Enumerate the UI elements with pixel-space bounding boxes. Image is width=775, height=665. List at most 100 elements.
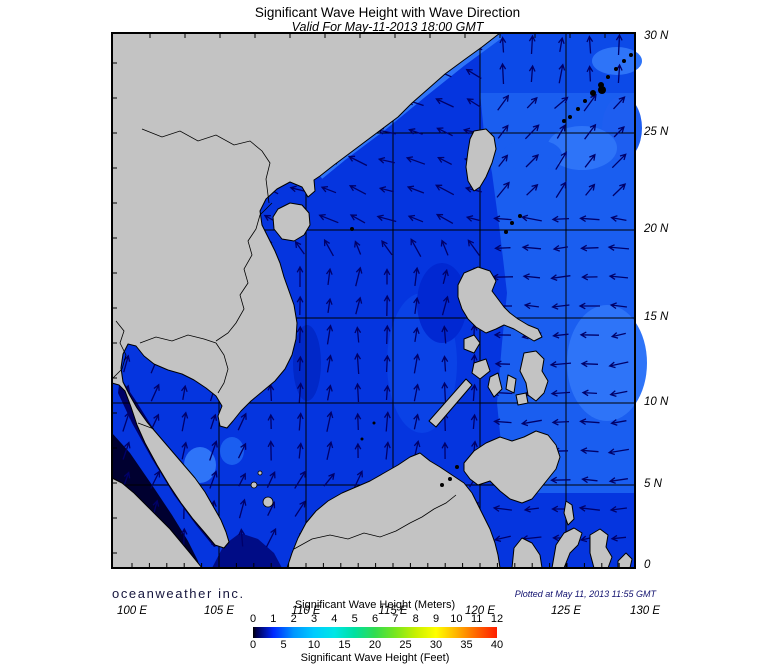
legend-tick-value: 10 [307, 639, 321, 651]
landmass [589, 528, 613, 569]
legend-tick-value: 35 [460, 639, 473, 651]
country-border [111, 320, 127, 380]
islet [250, 481, 258, 489]
wave-height-patch [502, 139, 562, 171]
islet [448, 477, 452, 481]
legend-tick-value: 25 [399, 639, 412, 651]
country-border [137, 422, 155, 430]
wave-height-patch [417, 263, 467, 343]
landmass [471, 358, 491, 380]
lon-tick-label: 105 E [203, 605, 235, 617]
legend-feet-label: Significant Wave Height (Feet) [300, 652, 450, 664]
islet [510, 221, 514, 225]
legend-tick-value: 12 [490, 613, 504, 625]
longitude-axis: 100 E 105 E 110 E 115 E 120 E 125 E 130 E [0, 605, 775, 621]
latitude-axis: 30 N 25 N 20 N 15 N 10 N 5 N 0 [644, 30, 684, 571]
islet [614, 67, 618, 71]
lat-tick-label: 25 N [644, 126, 669, 138]
landmass [465, 128, 497, 192]
landmass [428, 378, 473, 428]
lon-tick-label: 110 E [291, 605, 321, 617]
country-border [215, 342, 229, 394]
islet [576, 107, 580, 111]
islet [350, 227, 354, 231]
legend-tick-value: 20 [368, 639, 382, 651]
landmass [551, 527, 583, 569]
landmass [617, 552, 633, 569]
islet [262, 496, 274, 508]
wave-height-patch [547, 126, 617, 170]
legend-colorbar [253, 627, 497, 638]
islet [590, 90, 596, 96]
islet [455, 465, 459, 469]
legend-tick-value: 3 [310, 613, 318, 625]
landmass [463, 430, 561, 504]
landmass [505, 374, 517, 394]
valid-time-subtitle: Valid For May-11-2013 18:00 GMT [291, 20, 484, 34]
islet [257, 470, 263, 476]
lon-tick-label: 130 E [629, 605, 661, 617]
legend-tick-value: 0 [249, 613, 257, 625]
islet [622, 59, 626, 63]
legend-tick-value: 4 [331, 613, 338, 625]
islet [606, 75, 610, 79]
country-border [141, 128, 271, 204]
page-title: Significant Wave Height with Wave Direct… [254, 5, 521, 20]
islet [629, 53, 633, 57]
wave-height-patch [220, 437, 244, 465]
legend-tick-value: 5 [351, 613, 358, 625]
wave-height-patch [293, 325, 321, 401]
legend-tick-value: 5 [280, 639, 287, 651]
legend-tick-value: 40 [490, 639, 504, 651]
country-border [139, 334, 217, 344]
lat-tick-label: 20 N [644, 223, 669, 235]
wave-height-map [111, 32, 647, 569]
legend-meters-ticks: 0 1 2 3 4 5 6 7 8 9 10 11 12 [249, 613, 503, 626]
islet [583, 99, 587, 103]
lat-tick-label: 15 N [644, 311, 669, 323]
legend-tick-value: 30 [429, 639, 443, 651]
legend-tick-value: 7 [392, 613, 399, 625]
islet [568, 115, 572, 119]
lon-tick-label: 125 E [550, 605, 582, 617]
axis-ticks [112, 33, 620, 568]
country-border [293, 494, 457, 550]
plotted-timestamp: Plotted at May 11, 2013 11:55 GMT [514, 589, 656, 599]
islet [518, 214, 522, 218]
legend-tick-value: 6 [371, 613, 379, 625]
legend-tick-value: 8 [412, 613, 419, 625]
landmass [457, 266, 543, 342]
legend-feet-ticks: 0 5 10 15 20 25 30 35 40 [249, 639, 503, 652]
country-border [215, 202, 273, 342]
landmass [272, 202, 311, 242]
lon-tick-label: 115 E [378, 605, 408, 617]
oceanweather-logo: oceanweather inc. [112, 586, 245, 601]
islet [440, 483, 444, 487]
islet [598, 86, 606, 94]
landmass [519, 350, 549, 402]
legend-tick-value: 15 [338, 639, 351, 651]
legend-tick-value: 9 [432, 613, 440, 625]
landmass [487, 372, 503, 398]
landmass [463, 334, 481, 354]
landmass [111, 32, 501, 549]
landmass [515, 392, 529, 406]
map-canvas [111, 32, 647, 569]
legend-tick-value: 1 [270, 613, 277, 625]
lat-tick-label: 0 [644, 559, 651, 571]
legend-tick-value: 2 [290, 613, 297, 625]
islet [504, 230, 508, 234]
lat-tick-label: 10 N [644, 396, 669, 408]
lat-tick-label: 30 N [644, 30, 669, 42]
map-frame [111, 32, 636, 569]
islet [360, 437, 364, 441]
legend-tick-value: 0 [249, 639, 257, 651]
islet [372, 421, 376, 425]
legend-tick-value: 10 [450, 613, 463, 625]
wave-height-patch [480, 33, 635, 93]
lon-tick-label: 100 E [116, 605, 148, 617]
legend-meters-label: Significant Wave Height (Meters) [294, 599, 456, 611]
legend-tick-value: 11 [470, 613, 483, 625]
